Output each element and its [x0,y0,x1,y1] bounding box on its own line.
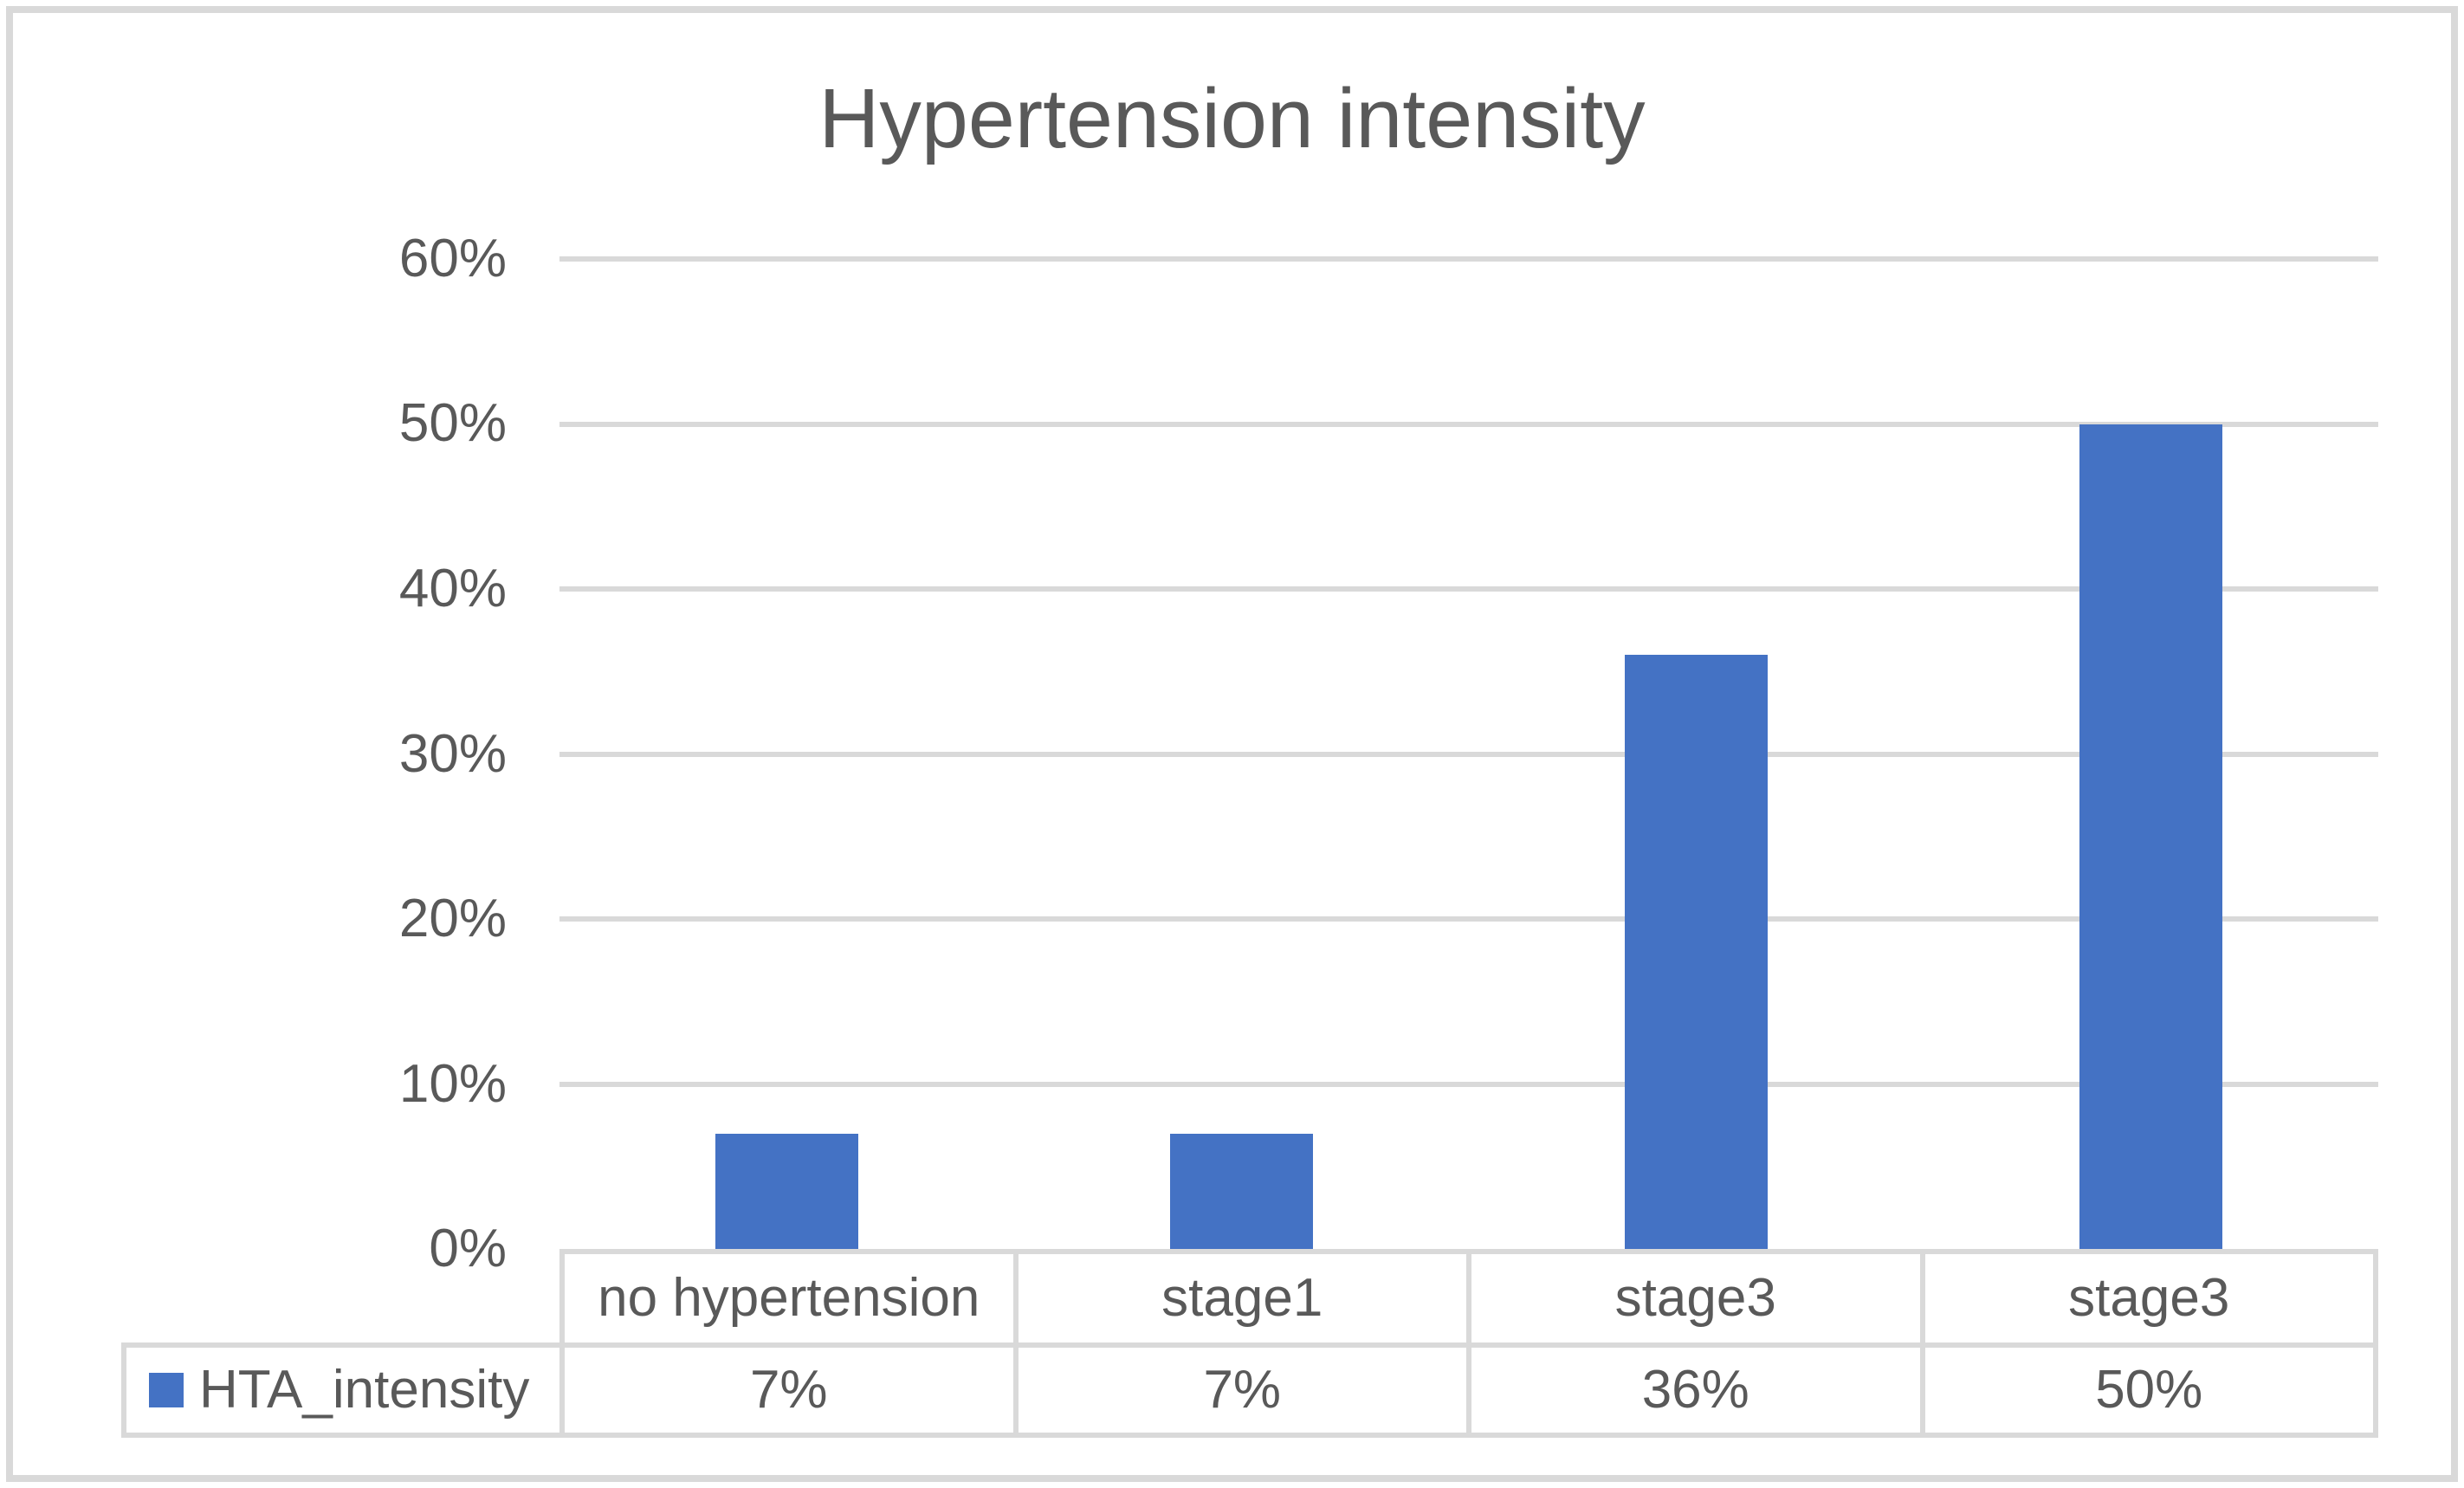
y-tick-60: 60% [398,229,507,288]
y-tick-30: 30% [398,724,507,784]
y-tick-0: 0% [429,1219,507,1278]
y-tick-50: 50% [398,393,507,453]
legend-cell: HTA_intensity [121,1342,559,1438]
bar-stage1 [1170,1133,1313,1249]
gridline-60 [559,256,2378,262]
legend-swatch-icon [149,1373,184,1407]
value-cell-stage3-b: 50% [1919,1342,2373,1438]
value-cell-no-hypertension: 7% [559,1342,1013,1438]
value-cell-stage3-a: 36% [1466,1342,1920,1438]
chart-outer-frame [6,6,2458,1482]
plot-area [559,256,2378,1249]
gridline-10 [559,1081,2378,1087]
chart-title: Hypertension intensity [818,71,1646,165]
legend-series-label: HTA_intensity [199,1360,530,1420]
bar-stage3-b [2079,424,2222,1249]
category-cell-no-hypertension: no hypertension [559,1249,1013,1342]
bar-stage3-a [1625,655,1768,1249]
data-table-value-row: HTA_intensity 7% 7% 36% 50% [121,1342,2378,1438]
category-cell-stage3-a: stage3 [1466,1249,1920,1342]
y-tick-40: 40% [398,559,507,618]
y-tick-20: 20% [398,889,507,948]
category-cell-stage1: stage1 [1012,1249,1466,1342]
category-cell-stage3-b: stage3 [1919,1249,2373,1342]
gridline-30 [559,751,2378,757]
gridline-40 [559,586,2378,592]
bar-no-hypertension [715,1133,858,1249]
data-table-category-row: no hypertension stage1 stage3 stage3 [559,1249,2378,1342]
gridline-50 [559,421,2378,427]
y-tick-10: 10% [398,1054,507,1114]
value-cell-stage1: 7% [1012,1342,1466,1438]
gridline-20 [559,916,2378,922]
